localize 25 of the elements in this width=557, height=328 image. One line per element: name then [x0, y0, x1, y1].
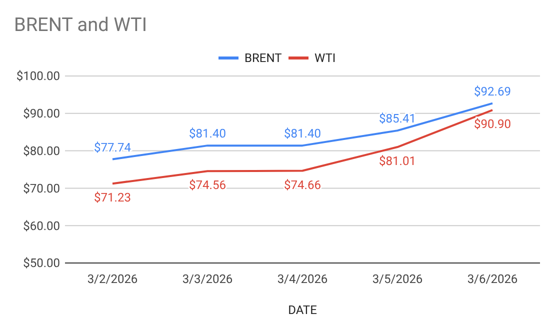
legend-label: WTI	[314, 51, 336, 66]
data-label: $74.66	[284, 178, 322, 192]
x-tick-label: 3/4/2026	[277, 272, 328, 286]
x-axis-title: DATE	[288, 303, 318, 317]
data-label: $90.90	[474, 117, 512, 132]
x-tick-label: 3/5/2026	[372, 272, 423, 286]
y-tick-label: $50.00	[23, 256, 60, 270]
y-tick-label: $70.00	[23, 181, 60, 196]
y-tick-label: $60.00	[23, 218, 60, 233]
x-tick-label: 3/2/2026	[87, 272, 138, 286]
data-label: $81.40	[284, 126, 322, 141]
chart-title: BRENT and WTI	[14, 13, 148, 36]
data-label: $77.74	[94, 140, 132, 154]
x-tick-label: 3/6/2026	[467, 272, 518, 286]
data-label: $81.40	[189, 126, 226, 141]
data-label: $81.01	[379, 154, 416, 168]
y-tick-label: $90.00	[23, 106, 60, 121]
data-label: $85.41	[379, 112, 416, 126]
legend-label: BRENT	[244, 51, 282, 66]
y-tick-label: $80.00	[23, 144, 60, 158]
data-label: $71.23	[94, 190, 131, 205]
x-tick-label: 3/3/2026	[182, 272, 233, 286]
data-label: $92.69	[474, 84, 511, 98]
data-label: $74.56	[189, 178, 226, 192]
y-tick-label: $100.00	[16, 69, 60, 84]
